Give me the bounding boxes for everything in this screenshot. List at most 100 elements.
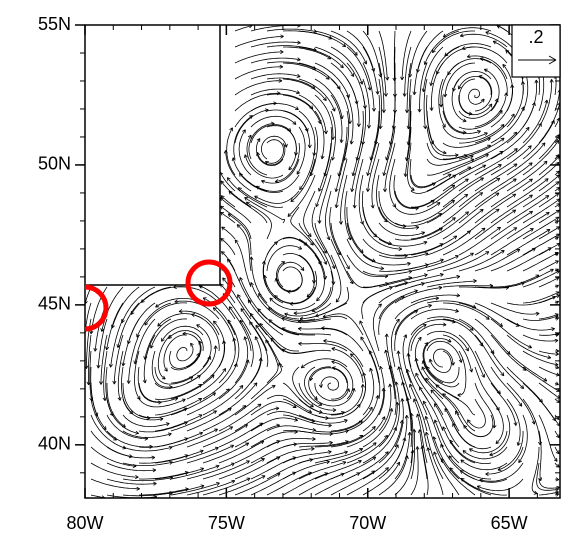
arrowhead — [381, 416, 386, 421]
arrowhead — [395, 444, 399, 449]
streamline — [424, 30, 460, 65]
arrowhead — [485, 30, 490, 35]
arrowhead — [369, 367, 374, 372]
streamline — [442, 208, 484, 240]
arrowhead — [440, 443, 445, 448]
streamline — [346, 94, 354, 145]
arrowhead — [294, 417, 298, 422]
streamline — [538, 366, 560, 376]
streamline — [170, 447, 219, 464]
streamline — [287, 174, 316, 217]
streamline — [490, 228, 534, 256]
arrowhead — [412, 91, 417, 96]
streamline — [213, 307, 236, 351]
streamline — [239, 319, 254, 368]
arrowhead — [460, 477, 465, 482]
arrowhead — [343, 419, 348, 423]
arrowhead — [531, 420, 536, 425]
streamline — [458, 124, 505, 144]
arrowhead — [228, 306, 233, 311]
arrowhead — [339, 139, 344, 143]
streamline — [106, 446, 155, 459]
arrowhead — [149, 344, 154, 349]
arrowhead — [237, 294, 241, 299]
arrowhead — [323, 130, 328, 135]
arrowhead — [417, 336, 422, 341]
streamline — [378, 264, 429, 272]
streamline — [218, 382, 258, 416]
arrowhead — [212, 307, 217, 312]
streamline — [265, 339, 279, 384]
arrowhead — [296, 57, 301, 62]
streamline — [314, 420, 363, 433]
arrowhead — [528, 162, 533, 167]
arrowhead — [442, 426, 447, 431]
streamline — [250, 417, 298, 432]
arrowhead — [253, 382, 258, 387]
arrowhead — [388, 286, 393, 290]
streamline — [522, 233, 560, 256]
streamline — [138, 407, 188, 419]
streamline — [394, 273, 444, 288]
arrowhead — [365, 188, 370, 192]
streamline — [449, 439, 492, 464]
streamline — [330, 470, 376, 496]
streamline — [186, 462, 235, 480]
arrowhead — [350, 188, 355, 192]
streamline — [213, 320, 226, 368]
arrowhead — [400, 398, 405, 402]
streamline — [378, 252, 429, 259]
streamline — [458, 208, 500, 240]
arrowhead — [545, 211, 550, 216]
arrowhead — [133, 360, 138, 365]
streamline — [346, 238, 384, 269]
streamline — [329, 206, 341, 256]
streamline — [323, 340, 364, 368]
streamline — [362, 461, 400, 496]
arrowhead — [397, 366, 402, 371]
x-tick-label: 70W — [349, 513, 386, 533]
arrowhead — [479, 192, 484, 196]
arrowhead — [423, 125, 428, 129]
arrowhead — [220, 195, 225, 200]
streamline — [405, 126, 412, 177]
streamline — [522, 79, 537, 128]
streamline — [458, 137, 505, 160]
arrowhead — [555, 154, 560, 159]
arrowhead — [346, 265, 350, 270]
streamline — [458, 110, 503, 130]
arrowhead — [415, 225, 420, 230]
streamline — [538, 333, 559, 336]
arrowhead — [421, 88, 426, 92]
arrowhead — [434, 403, 438, 408]
streamline — [522, 99, 548, 144]
arrowhead — [555, 181, 560, 186]
streamline — [490, 162, 533, 192]
streamline — [298, 78, 336, 112]
arrowhead — [152, 468, 157, 473]
streamline — [378, 46, 387, 97]
streamline — [106, 430, 153, 448]
streamline — [234, 66, 283, 80]
arrowhead — [444, 408, 449, 413]
arrowhead — [371, 108, 376, 112]
arrowhead — [136, 486, 140, 491]
streamline — [220, 195, 236, 208]
arrowhead — [275, 406, 280, 411]
arrowhead — [464, 178, 469, 183]
streamline — [298, 46, 344, 69]
streamline — [122, 398, 164, 421]
streamline — [282, 252, 315, 284]
streamline — [438, 78, 446, 128]
streamline — [314, 62, 350, 98]
streamline — [202, 405, 247, 432]
streamline — [90, 398, 117, 441]
streamline — [299, 143, 316, 190]
highlight-circle — [85, 284, 109, 332]
streamline — [369, 350, 381, 400]
streamline — [362, 444, 399, 480]
streamline — [460, 470, 508, 483]
arrowhead — [421, 366, 426, 371]
streamline — [298, 254, 315, 298]
streamline — [254, 190, 300, 204]
